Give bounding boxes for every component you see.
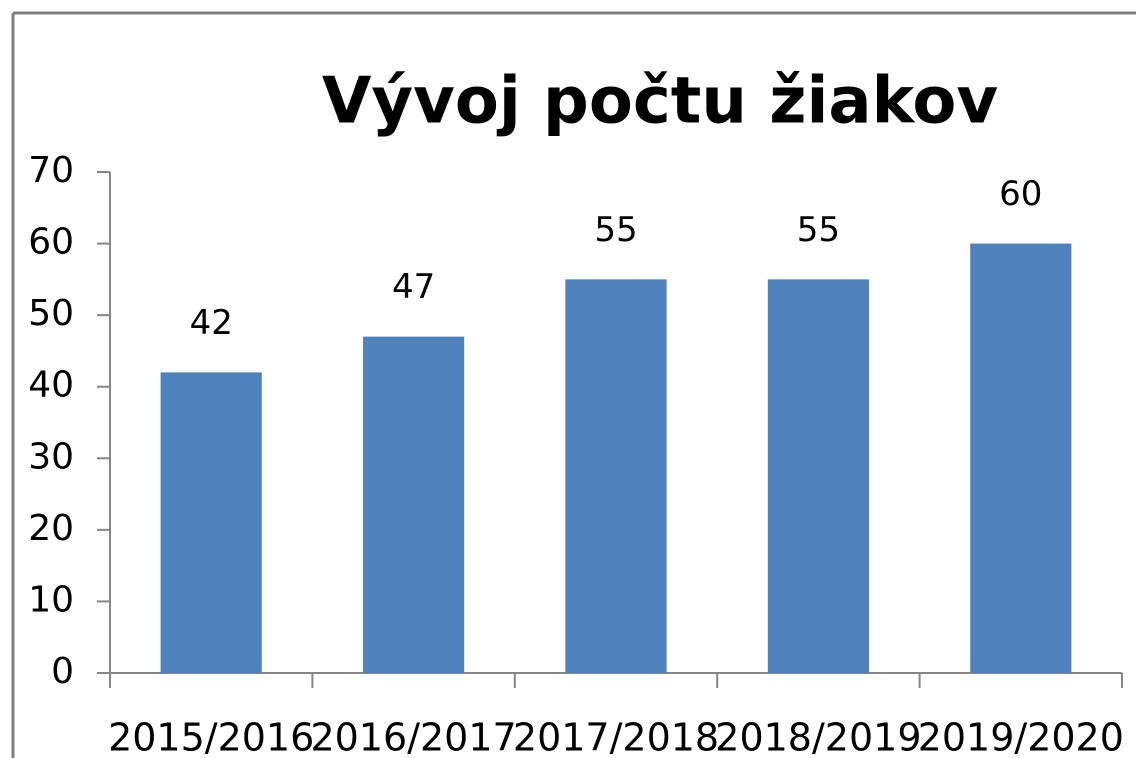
- x-tick-label: 2015/2016: [108, 716, 314, 758]
- data-label: 47: [392, 267, 435, 307]
- x-tick-label: 2017/2018: [513, 716, 719, 758]
- x-tick-label: 2018/2019: [715, 716, 921, 758]
- x-tick-label: 2016/2017: [310, 716, 516, 758]
- y-tick-label: 40: [28, 365, 74, 406]
- bar: [565, 279, 667, 673]
- bar: [160, 372, 262, 673]
- bar: [970, 243, 1072, 674]
- y-tick-label: 70: [28, 150, 74, 191]
- x-tick-label: 2019/2020: [918, 716, 1124, 758]
- data-label: 42: [190, 303, 233, 343]
- y-tick-label: 60: [28, 222, 74, 263]
- data-label: 60: [999, 174, 1042, 214]
- bar: [363, 336, 465, 673]
- data-label: 55: [797, 210, 840, 250]
- y-tick-label: 0: [51, 651, 74, 692]
- data-label: 55: [594, 210, 637, 250]
- y-tick-label: 30: [28, 436, 74, 477]
- chart-title: Vývoj počtu žiakov: [322, 65, 998, 139]
- y-tick-label: 10: [28, 579, 74, 620]
- bar: [767, 279, 869, 673]
- y-tick-label: 50: [28, 293, 74, 334]
- y-tick-label: 20: [28, 508, 74, 549]
